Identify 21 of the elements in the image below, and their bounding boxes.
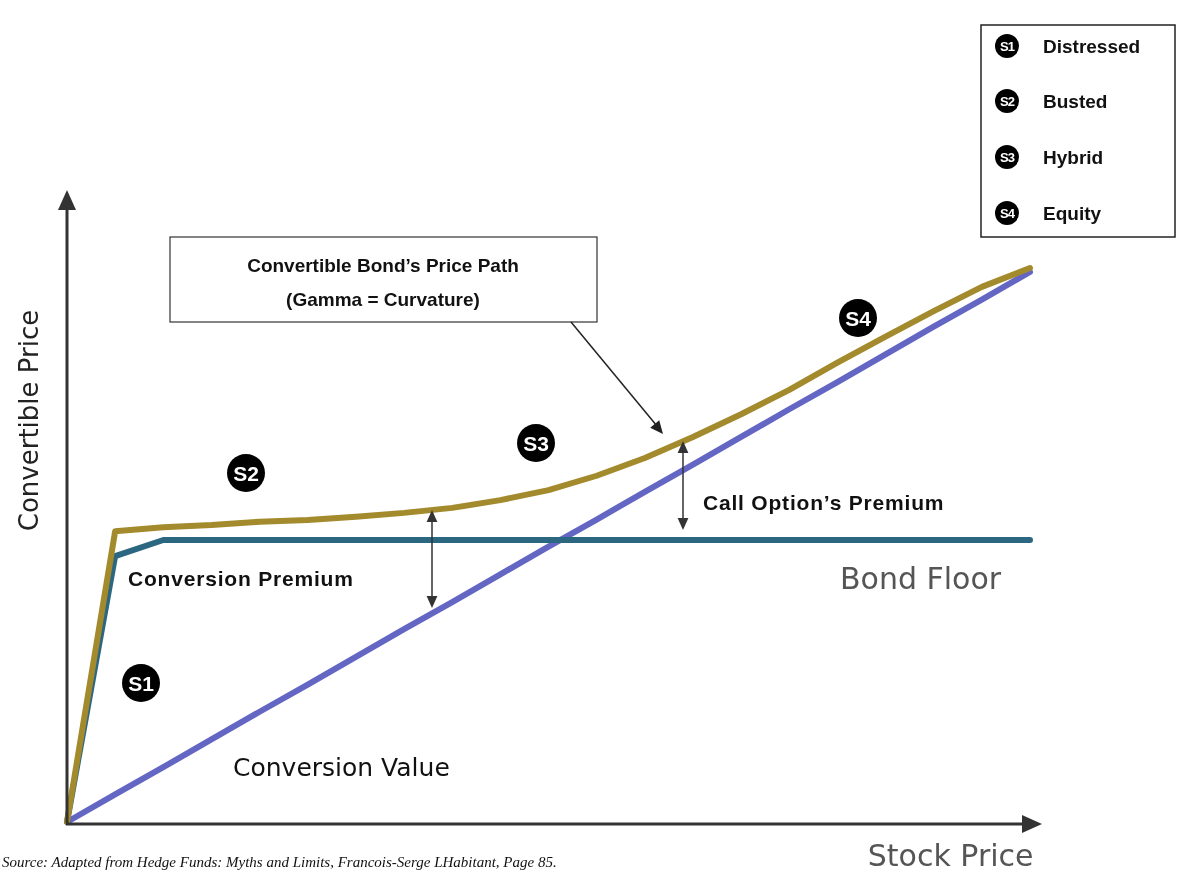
annotation: S4 bbox=[845, 307, 872, 330]
annotation: (Gamma = Curvature) bbox=[286, 289, 480, 310]
annotation: Convertible Bond’s Price Path bbox=[247, 255, 519, 276]
text: Busted bbox=[1043, 91, 1108, 112]
y-axis-title: Convertible Price bbox=[13, 309, 44, 532]
text: Hybrid bbox=[1043, 147, 1104, 168]
text: Distressed bbox=[1043, 36, 1141, 57]
annotation: S3 bbox=[523, 432, 549, 455]
text: S2 bbox=[1000, 94, 1015, 109]
text: S3 bbox=[1000, 150, 1015, 165]
annotation: S1 bbox=[128, 672, 155, 695]
annotation: Conversion Premium bbox=[128, 567, 354, 590]
annotation: S2 bbox=[233, 462, 259, 485]
text: S4 bbox=[1000, 206, 1016, 221]
series-label: Conversion Value bbox=[233, 753, 450, 782]
annotation: Call Option’s Premium bbox=[703, 491, 945, 514]
source-note: Source: Adapted from Hedge Funds: Myths and Limits, Francois-Serge LHabitant, Page 85. bbox=[2, 854, 557, 870]
text: Equity bbox=[1043, 203, 1102, 224]
text: S1 bbox=[1000, 39, 1015, 54]
series-label: Bond Floor bbox=[840, 561, 1002, 596]
x-axis-title: Stock Price bbox=[867, 837, 1034, 872]
